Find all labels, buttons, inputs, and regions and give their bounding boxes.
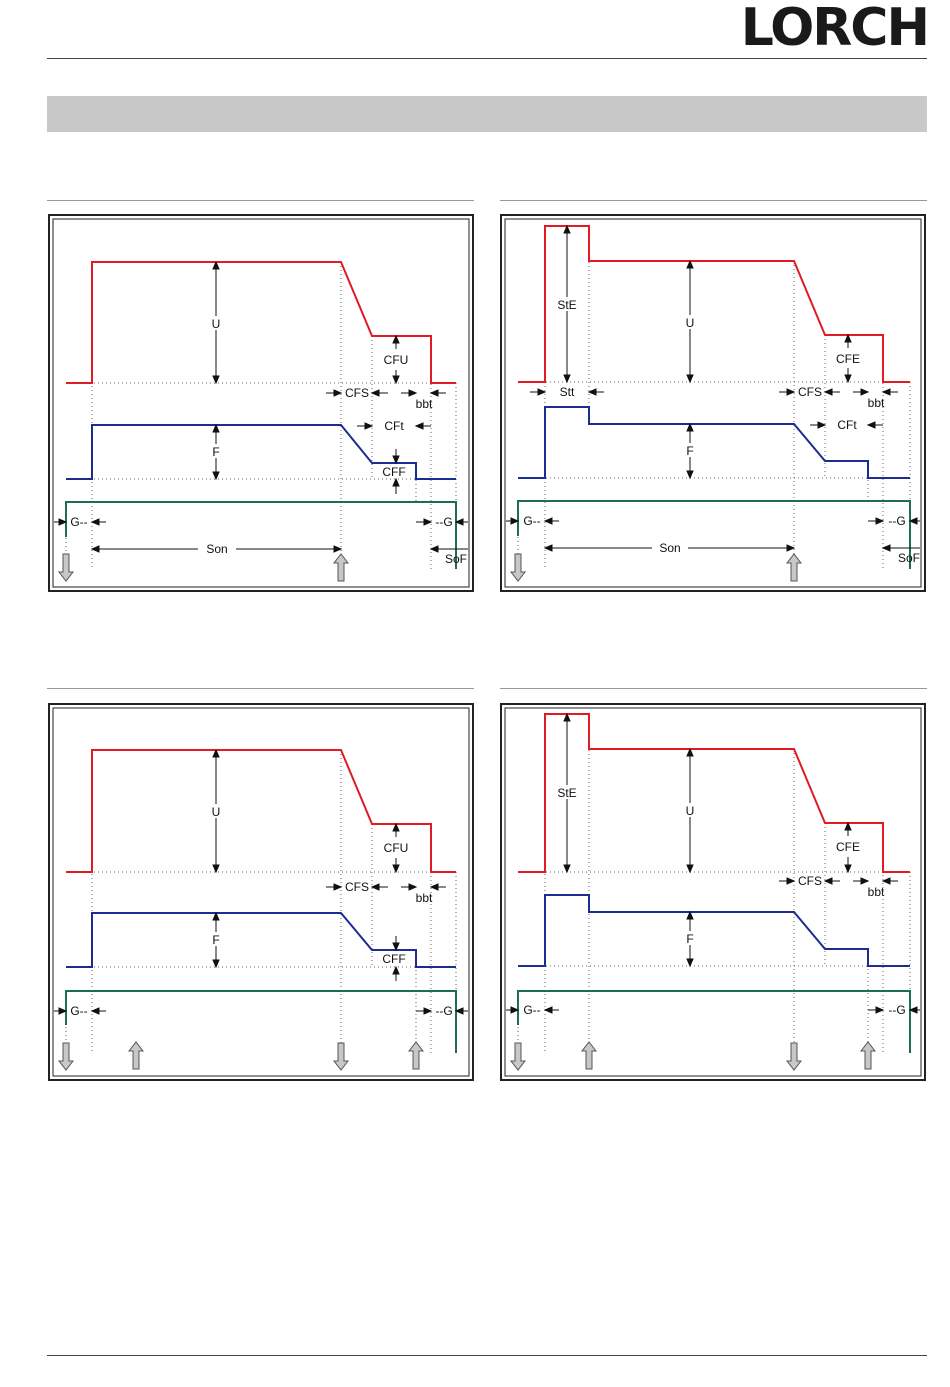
label-G-end: --G: [888, 1003, 905, 1017]
label-F: F: [686, 932, 693, 946]
voltage-curve: [66, 749, 456, 873]
label-G-end: --G: [435, 515, 452, 529]
outer-frame: [48, 214, 474, 592]
wire-feed-curve: [66, 912, 456, 968]
label-U: U: [212, 317, 221, 331]
gas-curve: [517, 990, 911, 1053]
label-CFS: CFS: [798, 874, 822, 888]
label-G-start: G--: [523, 514, 540, 528]
inner-frame: [504, 707, 922, 1077]
label-G-start: G--: [70, 1004, 87, 1018]
arrow-up-icon: [332, 553, 350, 582]
wire-feed-curve: [518, 406, 910, 479]
label-CFE: CFE: [836, 840, 860, 854]
lorch-logo: LORCH: [740, 0, 930, 58]
separator-top-left: [47, 200, 474, 201]
label-Son: Son: [206, 542, 227, 556]
gas-curve: [517, 500, 911, 569]
label-bbt: bbt: [416, 891, 433, 905]
inner-frame: [52, 707, 470, 1077]
label-bbt: bbt: [868, 885, 885, 899]
voltage-curve: [518, 225, 910, 383]
diagram-bottom-left: U CFU CFS bbt F CFF G-- --G: [48, 703, 474, 1081]
gas-curve: [65, 501, 457, 569]
wire-feed-curve: [518, 894, 910, 967]
outer-frame: [500, 214, 926, 592]
arrow-up-icon: [859, 1041, 877, 1070]
label-Son: Son: [659, 541, 680, 555]
wire-feed-curve: [66, 424, 456, 480]
label-bbt: bbt: [416, 397, 433, 411]
separator-bottom-right: [500, 688, 927, 689]
label-CFt: CFt: [837, 418, 857, 432]
label-G-start: G--: [70, 515, 87, 529]
arrow-down-icon: [509, 1042, 527, 1071]
label-CFE: CFE: [836, 352, 860, 366]
arrow-down-icon: [57, 553, 75, 582]
label-G-end: --G: [435, 1004, 452, 1018]
voltage-curve: [66, 261, 456, 384]
label-U: U: [212, 805, 221, 819]
label-F: F: [212, 445, 219, 459]
diagram-top-left: U CFU CFS bbt CFt F CFF G-- --G Son SoF: [48, 214, 474, 592]
arrow-up-icon: [580, 1041, 598, 1070]
label-CFS: CFS: [345, 880, 369, 894]
arrow-up-icon: [407, 1041, 425, 1070]
footer-rule: [47, 1355, 927, 1356]
outer-frame: [48, 703, 474, 1081]
label-CFt: CFt: [384, 419, 404, 433]
gas-curve: [65, 990, 457, 1053]
guide-lines: [65, 750, 457, 1053]
label-CFU: CFU: [384, 841, 409, 855]
separator-bottom-left: [47, 688, 474, 689]
arrow-down-icon: [57, 1042, 75, 1071]
label-bbt: bbt: [868, 396, 885, 410]
arrow-down-icon: [785, 1042, 803, 1071]
label-G-start: G--: [523, 1003, 540, 1017]
label-CFF: CFF: [382, 465, 405, 479]
label-U: U: [686, 316, 695, 330]
arrow-up-icon: [127, 1041, 145, 1070]
diagram-bottom-right: StE U CFE CFS bbt F G-- --G: [500, 703, 926, 1081]
label-StE: StE: [557, 298, 576, 312]
diagram-top-right: StE U CFE Stt CFS bbt CFt F G-- --G Son …: [500, 214, 926, 592]
arrow-down-icon: [509, 553, 527, 582]
label-F: F: [212, 933, 219, 947]
guide-lines: [65, 262, 457, 569]
separator-top-right: [500, 200, 927, 201]
label-SoF: SoF: [898, 551, 920, 565]
label-G-end: --G: [888, 514, 905, 528]
voltage-curve: [518, 713, 910, 873]
label-U: U: [686, 804, 695, 818]
label-CFS: CFS: [798, 385, 822, 399]
inner-frame: [52, 218, 470, 588]
label-F: F: [686, 444, 693, 458]
label-CFS: CFS: [345, 386, 369, 400]
label-StE: StE: [557, 786, 576, 800]
label-Stt: Stt: [560, 385, 575, 399]
outer-frame: [500, 703, 926, 1081]
label-CFU: CFU: [384, 353, 409, 367]
label-CFF: CFF: [382, 952, 405, 966]
header-rule: [47, 58, 927, 59]
inner-frame: [504, 218, 922, 588]
arrow-up-icon: [785, 553, 803, 582]
arrow-down-icon: [332, 1042, 350, 1071]
label-SoF: SoF: [445, 552, 467, 566]
section-header-band: [47, 96, 927, 132]
